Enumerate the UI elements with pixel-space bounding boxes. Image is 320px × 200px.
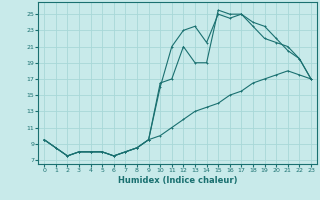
X-axis label: Humidex (Indice chaleur): Humidex (Indice chaleur)	[118, 176, 237, 185]
